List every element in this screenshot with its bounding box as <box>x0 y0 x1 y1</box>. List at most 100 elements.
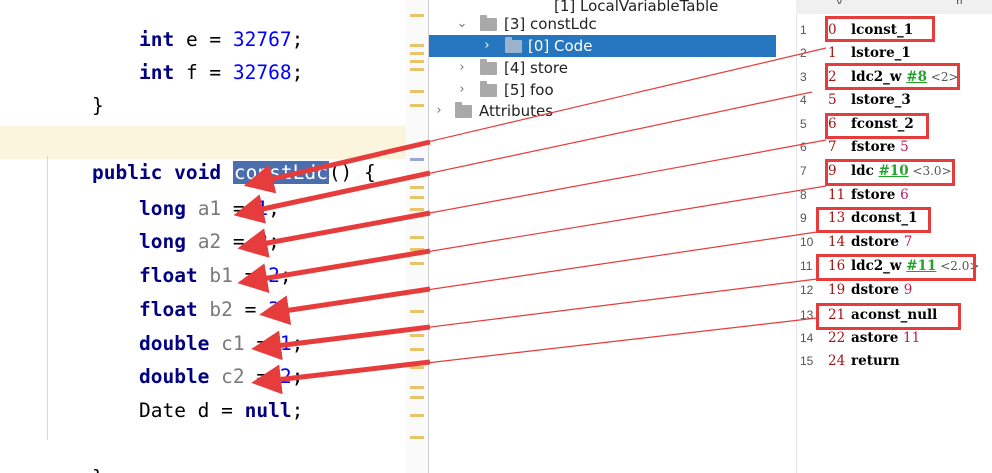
tab-label[interactable]: y <box>836 0 843 4</box>
constant-pool-ref-link[interactable]: #8 <box>906 69 927 85</box>
annotation-box-ldc2w-11 <box>816 254 976 281</box>
warning-marker[interactable] <box>410 186 424 189</box>
opcode-name: ldc <box>851 163 879 179</box>
warning-marker[interactable] <box>410 386 424 389</box>
code-text: d = <box>185 399 245 422</box>
warning-marker[interactable] <box>410 196 424 199</box>
tree-node-local-variable-table[interactable]: [1] LocalVariableTable <box>554 0 776 17</box>
scrollbar-marker-strip[interactable] <box>406 0 429 473</box>
warning-marker[interactable] <box>410 208 424 211</box>
tree-node-attributes[interactable]: › Attributes <box>429 100 776 122</box>
close-brace: } <box>91 94 104 117</box>
usage-marker[interactable] <box>410 158 424 161</box>
line-number: 4 <box>800 93 807 107</box>
chevron-right-icon[interactable]: › <box>459 60 465 75</box>
tree-node-label: [3] constLdc <box>504 15 597 33</box>
code-line-long-a2[interactable]: long a2 = 2; <box>92 197 280 253</box>
line-number: 10 <box>800 235 814 249</box>
tree-node-foo[interactable]: › [5] foo <box>429 79 776 101</box>
bytecode-line[interactable]: 8 11 fstore 6 <box>797 184 992 207</box>
opcode: ldc2_w #11 <2.0> <box>851 255 979 278</box>
code-line-double-c1[interactable]: double c1 = 1; <box>92 299 303 355</box>
code-line-date-d[interactable]: Date d = null; <box>92 366 303 422</box>
bytecode-line[interactable]: 11 16 ldc2_w #11 <2.0> <box>797 255 992 278</box>
warning-marker[interactable] <box>410 14 424 17</box>
bytecode-line[interactable]: 3 2 ldc2_w #8 <2> <box>797 66 992 89</box>
bytecode-offset: 13 <box>828 210 846 226</box>
warning-marker[interactable] <box>410 68 424 71</box>
number-literal: 32767 <box>232 28 292 51</box>
opcode: ldc #10 <3.0> <box>851 160 952 183</box>
bytecode-line[interactable]: 14 22 astore 11 <box>797 327 992 350</box>
warning-marker[interactable] <box>410 90 424 93</box>
code-line-close-brace[interactable]: } <box>45 61 104 117</box>
code-line-float-b1[interactable]: float b1 = 2; <box>92 231 292 287</box>
keyword-float: float <box>138 298 198 321</box>
opcode-name: lstore_3 <box>851 92 911 108</box>
code-line-float-b2[interactable]: float b2 = 3; <box>92 265 292 321</box>
warning-marker[interactable] <box>410 366 424 369</box>
keyword-double: double <box>138 332 210 355</box>
opcode: dconst_1 <box>851 207 917 230</box>
constant-pool-ref-link[interactable]: #11 <box>906 258 937 274</box>
warning-marker[interactable] <box>410 104 424 107</box>
warning-marker[interactable] <box>410 236 424 239</box>
line-number: 6 <box>800 140 807 154</box>
line-number: 12 <box>800 283 814 297</box>
chevron-right-icon[interactable]: › <box>484 38 490 53</box>
code-line-int-f[interactable]: int f = 32768; <box>92 28 303 84</box>
bytecode-offset: 19 <box>828 282 846 298</box>
constant-value-comment: <2.0> <box>936 259 980 273</box>
opcode-name: dstore <box>851 282 904 298</box>
warning-marker[interactable] <box>410 60 424 63</box>
warning-marker[interactable] <box>410 396 424 399</box>
bytecode-line[interactable]: 10 14 dstore 7 <box>797 231 992 254</box>
warning-marker[interactable] <box>410 310 424 313</box>
chevron-down-icon[interactable]: ⌄ <box>456 16 468 31</box>
warning-marker[interactable] <box>410 348 424 351</box>
warning-marker[interactable] <box>410 436 424 439</box>
opcode-name: ldc2_w <box>851 69 907 85</box>
code-line-long-a1[interactable]: long a1 = 1; <box>92 164 280 220</box>
opcode-name: astore <box>851 330 903 346</box>
chevron-right-icon[interactable]: › <box>436 103 442 118</box>
warning-marker[interactable] <box>410 334 424 337</box>
code-line-close-brace[interactable]: } <box>45 433 104 473</box>
method-signature-line[interactable]: public void constLdc() { <box>45 128 376 184</box>
warning-marker[interactable] <box>410 414 424 417</box>
opcode-argument: 9 <box>903 282 913 298</box>
opcode: return <box>851 350 900 373</box>
tree-node-store[interactable]: › [4] store <box>429 57 776 79</box>
opcode-name: lconst_1 <box>851 22 914 38</box>
annotation-box-ldc-10 <box>825 159 955 186</box>
variable-name: b2 <box>209 298 233 321</box>
bytecode-line[interactable]: 2 1 lstore_1 <box>797 42 992 65</box>
chevron-right-icon[interactable]: › <box>459 82 465 97</box>
code-line-double-c2[interactable]: double c2 = 2; <box>92 332 303 388</box>
warning-marker[interactable] <box>410 248 424 251</box>
constant-pool-ref-link[interactable]: #10 <box>878 163 909 179</box>
bytecode-line[interactable]: 4 5 lstore_3 <box>797 89 992 112</box>
warning-marker[interactable] <box>410 44 424 47</box>
line-number: 15 <box>800 354 814 368</box>
code-editor[interactable]: int e = 32767; int f = 32768; } public v… <box>0 0 429 473</box>
code-text: = <box>232 298 269 321</box>
code-line-int-e[interactable]: int e = 32767; <box>92 0 303 51</box>
bytecode-line[interactable]: 15 24 return <box>797 350 992 373</box>
tree-node-code-selected[interactable]: › [0] Code <box>429 35 776 57</box>
folder-icon <box>480 81 497 97</box>
line-number: 3 <box>800 70 807 84</box>
bytecode-line[interactable]: 12 19 dstore 9 <box>797 279 992 302</box>
bytecode-offset: 24 <box>828 353 846 369</box>
bytecode-line[interactable]: 6 7 fstore 5 <box>797 136 992 159</box>
variable-name: c1 <box>221 332 245 355</box>
bytecode-line[interactable]: 1 0 lconst_1 <box>797 19 992 42</box>
warning-marker[interactable] <box>410 52 424 55</box>
warning-marker[interactable] <box>410 262 424 265</box>
tab-label[interactable]: p <box>956 0 963 4</box>
class-structure-tree[interactable]: [1] LocalVariableTable ⌄ [3] constLdc › … <box>429 0 776 122</box>
opcode: lconst_1 <box>851 19 913 42</box>
tree-node-constldc[interactable]: ⌄ [3] constLdc <box>429 13 776 35</box>
keyword-public: public <box>91 161 163 184</box>
